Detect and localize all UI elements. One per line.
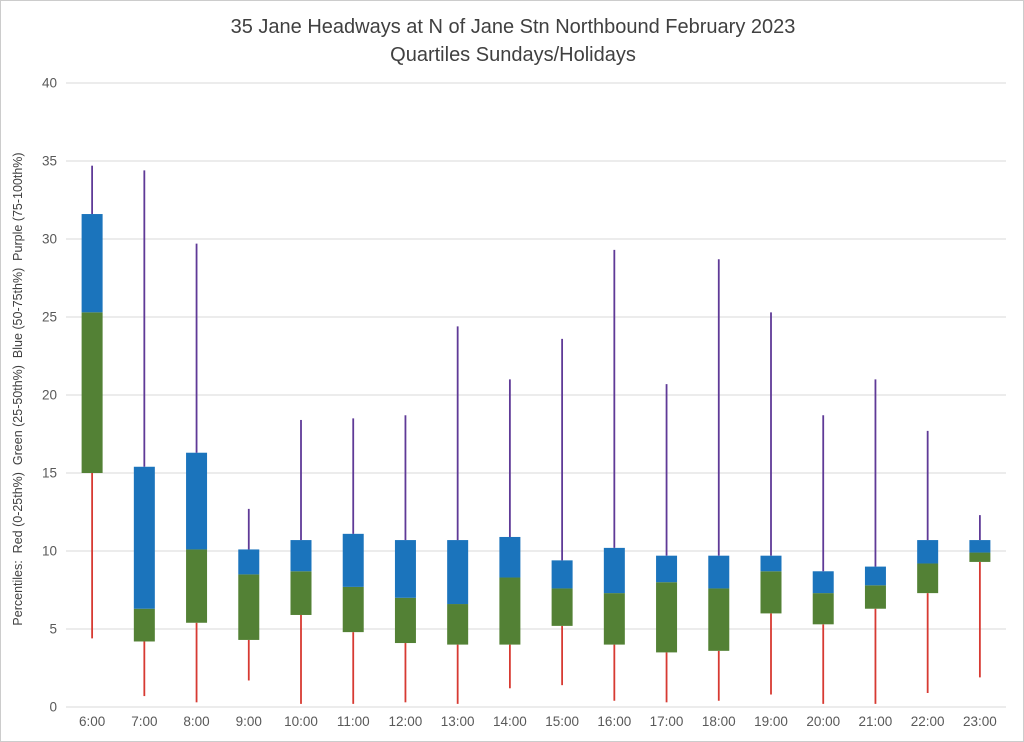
box-median-6:00: [81, 214, 103, 313]
x-tick-label: 13:00: [441, 714, 475, 729]
box-q1-17:00: [656, 582, 678, 653]
x-tick-label: 8:00: [183, 714, 209, 729]
box-median-20:00: [812, 571, 834, 594]
x-tick-label: 10:00: [284, 714, 318, 729]
x-tick-label: 19:00: [754, 714, 788, 729]
box-q1-15:00: [551, 588, 573, 626]
box-median-7:00: [133, 466, 155, 609]
box-q1-12:00: [394, 597, 416, 644]
x-tick-label: 15:00: [545, 714, 579, 729]
box-median-10:00: [290, 540, 312, 572]
y-tick-label: 0: [49, 700, 57, 715]
box-q1-14:00: [499, 577, 521, 645]
box-q1-11:00: [342, 586, 364, 633]
box-q1-20:00: [812, 593, 834, 625]
box-median-15:00: [551, 560, 573, 589]
box-q1-18:00: [708, 588, 730, 651]
chart-title-block: 35 Jane Headways at N of Jane Stn Northb…: [1, 13, 1023, 69]
box-median-22:00: [917, 540, 939, 564]
box-q1-10:00: [290, 571, 312, 615]
y-tick-label: 25: [42, 310, 57, 325]
box-median-8:00: [186, 452, 208, 550]
x-tick-label: 16:00: [597, 714, 631, 729]
y-tick-label: 35: [42, 154, 57, 169]
box-median-13:00: [447, 540, 469, 605]
box-q1-7:00: [133, 608, 155, 642]
box-q1-8:00: [186, 549, 208, 623]
x-tick-label: 21:00: [859, 714, 893, 729]
box-median-21:00: [864, 566, 886, 586]
x-tick-label: 7:00: [131, 714, 157, 729]
box-q1-13:00: [447, 604, 469, 645]
box-median-19:00: [760, 555, 782, 572]
y-tick-label: 5: [49, 622, 57, 637]
box-median-14:00: [499, 536, 521, 578]
y-tick-label: 20: [42, 388, 57, 403]
box-median-11:00: [342, 533, 364, 587]
x-tick-label: 14:00: [493, 714, 527, 729]
x-tick-label: 12:00: [389, 714, 423, 729]
x-tick-label: 9:00: [236, 714, 262, 729]
y-tick-label: 40: [42, 76, 57, 91]
box-q1-21:00: [864, 585, 886, 609]
box-median-17:00: [656, 555, 678, 583]
box-q1-6:00: [81, 312, 103, 473]
x-tick-label: 23:00: [963, 714, 997, 729]
x-tick-label: 6:00: [79, 714, 105, 729]
box-q1-16:00: [603, 593, 625, 645]
box-median-12:00: [394, 540, 416, 598]
box-median-18:00: [708, 555, 730, 589]
box-q1-23:00: [969, 552, 991, 562]
chart-title: 35 Jane Headways at N of Jane Stn Northb…: [230, 16, 796, 38]
x-tick-label: 11:00: [337, 714, 370, 729]
chart-subtitle: Quartiles Sundays/Holidays: [390, 44, 636, 66]
y-tick-label: 30: [42, 232, 57, 247]
x-tick-label: 18:00: [702, 714, 736, 729]
box-median-9:00: [238, 549, 260, 575]
box-median-23:00: [969, 540, 991, 553]
box-q1-19:00: [760, 571, 782, 614]
x-tick-label: 20:00: [806, 714, 840, 729]
y-tick-label: 10: [42, 544, 57, 559]
box-q1-9:00: [238, 574, 260, 640]
box-median-16:00: [603, 547, 625, 594]
y-tick-label: 15: [42, 466, 57, 481]
x-tick-label: 17:00: [650, 714, 684, 729]
x-tick-label: 22:00: [911, 714, 945, 729]
box-q1-22:00: [917, 563, 939, 594]
